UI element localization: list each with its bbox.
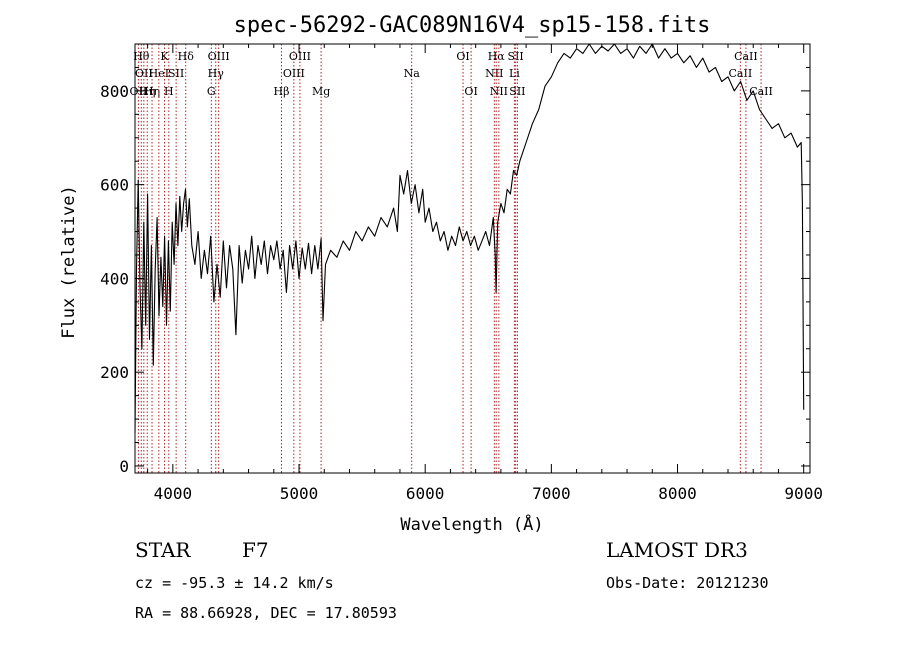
y-tick-label-600: 600: [100, 176, 129, 195]
y-tick-label-400: 400: [100, 269, 129, 288]
x-tick-label-6000: 6000: [406, 484, 445, 503]
x-tick-label-7000: 7000: [532, 484, 571, 503]
axis-ticks: 4000 5000 6000 7000 8000 9000 0 200 400 600 800: [100, 44, 823, 503]
spectrum-line: [134, 43, 805, 434]
line-label-7: H: [164, 85, 174, 98]
line-label-22: NII: [490, 85, 508, 98]
line-label-9: Hδ: [178, 50, 195, 63]
line-label-2: OII: [135, 67, 153, 80]
object-type: STAR: [135, 538, 191, 562]
line-label-17: Na: [404, 67, 421, 80]
survey-name: LAMOST DR3: [606, 538, 748, 562]
obs-date: Obs-Date: 20121230: [606, 574, 769, 592]
y-axis-label: Flux (relative): [59, 185, 79, 339]
line-label-26: CaII: [729, 67, 753, 80]
line-label-4: Hη: [144, 85, 160, 98]
spectral-subclass: F7: [242, 538, 269, 562]
x-axis-label: Wavelength (Å): [400, 513, 543, 535]
x-tick-label-8000: 8000: [658, 484, 697, 503]
emission-line-markers: OIIHθOIIHηHηHeIKHSIIHδGHγOIIIHβOIIIOIIIM…: [130, 44, 773, 473]
x-tick-label-4000: 4000: [154, 484, 193, 503]
line-label-1: Hθ: [133, 50, 150, 63]
coordinates: RA = 88.66928, DEC = 17.80593: [135, 604, 397, 622]
line-label-21: Hα: [488, 50, 506, 63]
chart-title: spec-56292-GAC089N16V4_sp15-158.fits: [234, 13, 711, 38]
y-tick-label-0: 0: [119, 457, 129, 476]
x-tick-label-5000: 5000: [280, 484, 319, 503]
line-label-6: K: [160, 50, 169, 63]
plot-frame: [134, 43, 811, 474]
line-label-28: CaII: [749, 85, 773, 98]
line-label-0: OII: [130, 85, 148, 98]
line-label-19: OI: [464, 85, 477, 98]
line-label-8: SII: [168, 67, 184, 80]
line-label-14: OIII: [283, 67, 305, 80]
line-label-20: NII: [485, 67, 503, 80]
line-label-5: HeI: [149, 67, 169, 80]
line-label-15: OIII: [289, 50, 311, 63]
line-label-12: OIII: [208, 50, 230, 63]
line-label-18: OI: [456, 50, 469, 63]
line-label-27: CaII: [734, 50, 758, 63]
line-label-16: Mg: [312, 85, 330, 98]
y-tick-label-800: 800: [100, 82, 129, 101]
line-label-10: G: [207, 85, 216, 98]
line-label-25: SII: [509, 85, 525, 98]
spectrum-series: [134, 43, 805, 434]
line-label-24: SII: [508, 50, 524, 63]
x-tick-label-9000: 9000: [784, 484, 823, 503]
redshift-text: cz = -95.3 ± 14.2 km/s: [135, 574, 334, 592]
line-label-23: Li: [509, 67, 520, 80]
y-tick-label-200: 200: [100, 363, 129, 382]
line-label-13: Hβ: [274, 85, 290, 98]
line-label-11: Hγ: [208, 67, 225, 80]
line-label-3: Hη: [139, 85, 155, 98]
